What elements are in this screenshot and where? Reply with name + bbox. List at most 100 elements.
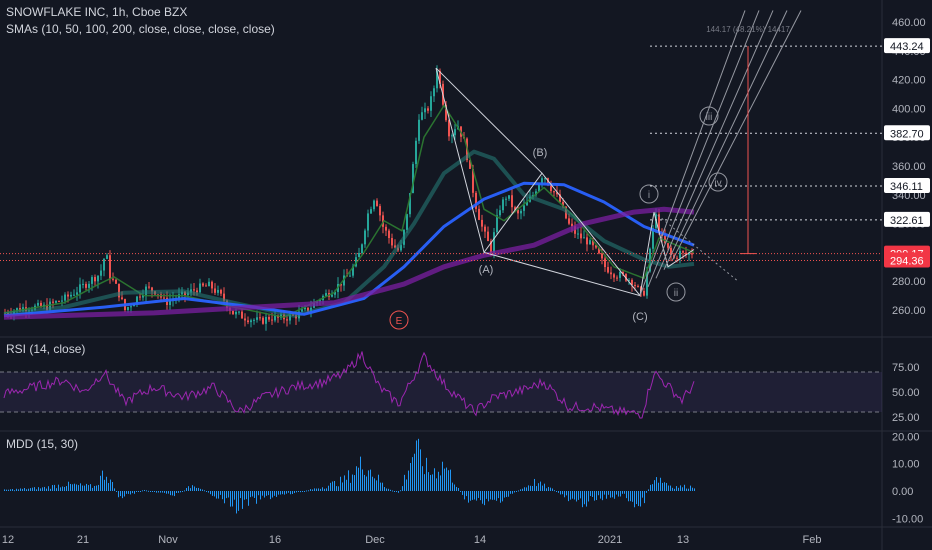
mdd-bar xyxy=(290,491,291,495)
mdd-bar xyxy=(114,488,115,491)
candle-body xyxy=(595,245,597,248)
price-level-tag-bg xyxy=(884,211,930,227)
mdd-histogram xyxy=(4,438,695,514)
mdd-bar xyxy=(528,485,529,491)
time-tick-label: 2021 xyxy=(598,534,622,546)
mdd-bar xyxy=(32,487,33,491)
candle-body xyxy=(58,301,60,303)
candle-body xyxy=(64,294,66,301)
wave-channel xyxy=(435,67,543,174)
mdd-bar xyxy=(336,486,337,491)
candle-body xyxy=(544,178,546,180)
candle-body xyxy=(352,266,354,276)
candle-body xyxy=(436,70,438,89)
mdd-bar xyxy=(612,491,613,498)
candle-body xyxy=(637,285,639,287)
candle-body xyxy=(301,309,303,312)
price-level-tag: 382.70 xyxy=(884,125,930,141)
mdd-bar xyxy=(542,485,543,491)
mdd-bar xyxy=(644,491,645,504)
mdd-bar xyxy=(246,491,247,500)
mdd-bar xyxy=(692,487,693,491)
mdd-bar xyxy=(666,482,667,491)
mdd-bar xyxy=(346,479,347,491)
candle-body xyxy=(349,275,351,277)
mdd-bar xyxy=(430,474,431,491)
mdd-bar xyxy=(378,474,379,491)
mdd-bar xyxy=(360,456,361,491)
candle-body xyxy=(577,233,579,235)
candle-body xyxy=(247,320,249,323)
mdd-bar xyxy=(320,488,321,491)
mdd-bar xyxy=(252,491,253,497)
mdd-bar xyxy=(604,491,605,495)
sma-legend: SMAs (10, 50, 100, 200, close, close, cl… xyxy=(6,22,275,36)
mdd-bar xyxy=(452,482,453,491)
fan-line xyxy=(639,10,746,296)
candle-body xyxy=(85,283,87,288)
candle-body xyxy=(682,251,684,253)
candle-body xyxy=(496,215,498,233)
candle-body xyxy=(142,294,144,298)
candle-body xyxy=(112,278,114,280)
candle-body xyxy=(586,237,588,245)
mdd-bar xyxy=(422,466,423,491)
candle-body xyxy=(502,199,504,211)
mdd-bar xyxy=(182,491,183,492)
candle-body xyxy=(139,296,141,298)
mdd-bar xyxy=(480,491,481,501)
candle-body xyxy=(451,135,453,137)
mdd-bar xyxy=(158,491,159,493)
mdd-bar xyxy=(156,491,157,493)
candle-body xyxy=(193,289,195,291)
sma-200-line xyxy=(3,206,695,320)
price-level-tag: 346.11 xyxy=(884,178,930,194)
mdd-bar xyxy=(380,482,381,491)
mdd-bar xyxy=(50,488,51,491)
mdd-bar xyxy=(514,491,515,493)
mdd-bar xyxy=(174,491,175,497)
mdd-bar xyxy=(310,489,311,491)
mdd-bar xyxy=(60,487,61,491)
mdd-bar xyxy=(58,484,59,491)
mdd-bar xyxy=(258,491,259,496)
mdd-bar xyxy=(544,483,545,491)
price-level-tag-bg xyxy=(884,252,930,268)
mdd-bar xyxy=(370,469,371,491)
mdd-bar xyxy=(176,491,177,494)
mdd-bar xyxy=(620,491,621,497)
candle-body xyxy=(592,240,594,246)
mdd-bar xyxy=(272,491,273,498)
mdd-bar xyxy=(298,491,299,492)
candle-body xyxy=(196,290,198,293)
mdd-bar xyxy=(690,485,691,491)
mdd-bar xyxy=(128,491,129,494)
mdd-bar xyxy=(354,475,355,491)
mdd-bar xyxy=(268,491,269,496)
candle-body xyxy=(76,292,78,295)
mdd-bar xyxy=(562,491,563,495)
wave-label-circle xyxy=(708,172,728,192)
candle-body xyxy=(643,290,645,296)
mdd-bar xyxy=(402,486,403,491)
mdd-bar xyxy=(442,461,443,491)
mdd-bar xyxy=(138,491,139,492)
candle-body xyxy=(274,315,276,321)
candle-body xyxy=(499,210,501,216)
mdd-bar xyxy=(640,491,641,507)
mdd-bar xyxy=(326,488,327,491)
rsi-line xyxy=(3,351,695,419)
mdd-bar xyxy=(564,491,565,498)
mdd-bar xyxy=(582,491,583,508)
mdd-bar xyxy=(572,491,573,499)
mdd-bar xyxy=(16,488,17,491)
mdd-bar xyxy=(168,491,169,494)
candle-body xyxy=(676,257,678,259)
candle-body xyxy=(262,317,264,324)
mdd-bar xyxy=(658,482,659,491)
measure-label: 144.17 (48.21%) 14417 xyxy=(706,25,790,34)
mdd-bar xyxy=(236,491,237,514)
mdd-bar xyxy=(596,491,597,501)
price-tick-label: 460.00 xyxy=(892,17,926,29)
